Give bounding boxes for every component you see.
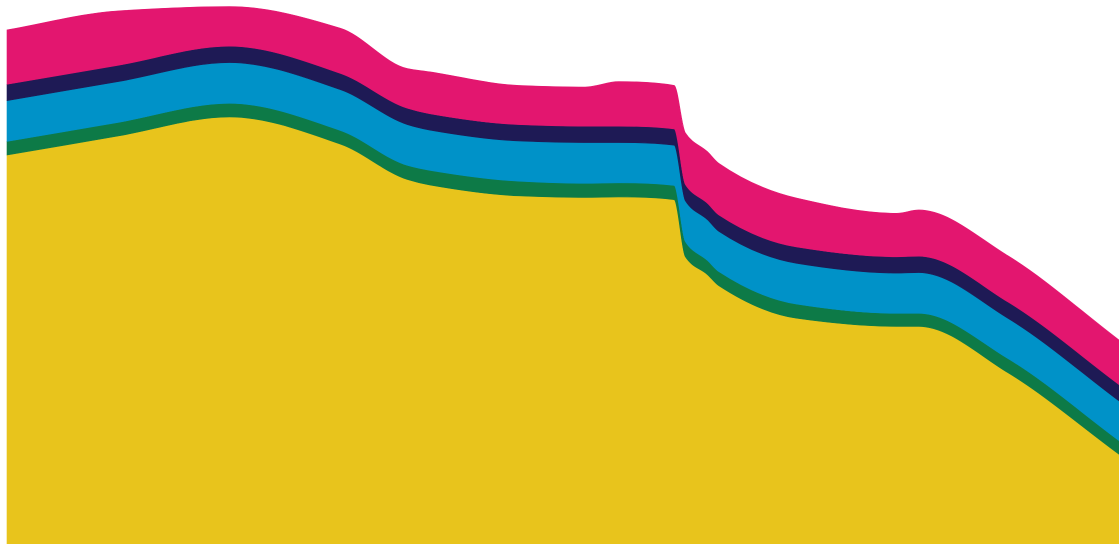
area-series-5 xyxy=(6,6,1119,385)
area-layers xyxy=(6,6,1119,544)
